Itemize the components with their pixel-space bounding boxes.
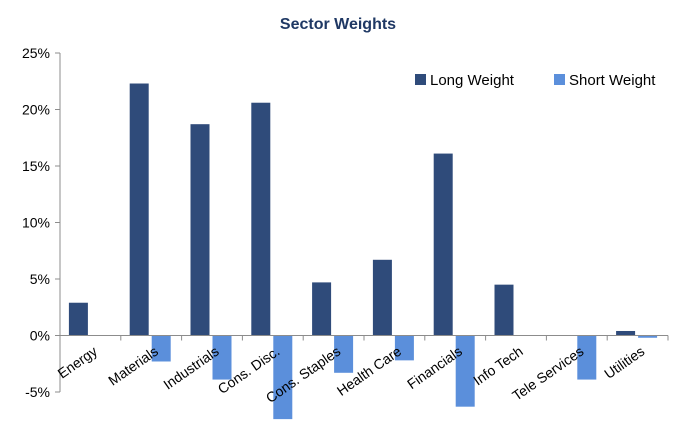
category-label: Info Tech — [470, 343, 526, 389]
long-weight-bar — [312, 282, 332, 336]
y-tick-label: 15% — [22, 158, 50, 174]
short-weight-bar — [334, 335, 354, 373]
category-label: Materials — [105, 343, 161, 389]
short-weight-bar — [394, 335, 414, 361]
y-tick-label: 0% — [30, 328, 50, 344]
long-weight-bar — [190, 124, 210, 336]
long-weight-bar — [372, 259, 392, 336]
y-tick-label: 10% — [22, 215, 50, 231]
short-weight-bar — [212, 335, 232, 380]
short-weight-bar — [151, 335, 171, 362]
short-weight-bar — [577, 335, 597, 380]
long-weight-bar — [433, 153, 453, 336]
long-weight-bar — [251, 102, 271, 336]
chart-title: Sector Weights — [280, 16, 396, 33]
y-tick-label: 25% — [22, 45, 50, 61]
legend-swatch-short — [554, 74, 565, 85]
y-tick-label: -5% — [25, 384, 50, 400]
category-label: Utilities — [601, 343, 647, 382]
plot-area: -5%0%5%10%15%20%25%Energy Materials Indust… — [22, 45, 669, 420]
short-weight-bar — [638, 335, 658, 338]
legend-label-long: Long Weight — [430, 72, 515, 89]
long-weight-bar — [129, 83, 149, 336]
short-weight-bar — [273, 335, 293, 420]
legend: Long Weight Short Weight — [415, 72, 656, 89]
long-weight-bar — [68, 302, 88, 336]
short-weight-bar — [455, 335, 475, 407]
category-label: Energy — [55, 343, 101, 382]
legend-swatch-long — [415, 74, 426, 85]
long-weight-bar — [616, 330, 636, 336]
long-weight-bar — [494, 284, 514, 336]
y-tick-label: 20% — [22, 102, 50, 118]
y-tick-label: 5% — [30, 271, 50, 287]
legend-label-short: Short Weight — [569, 72, 656, 89]
